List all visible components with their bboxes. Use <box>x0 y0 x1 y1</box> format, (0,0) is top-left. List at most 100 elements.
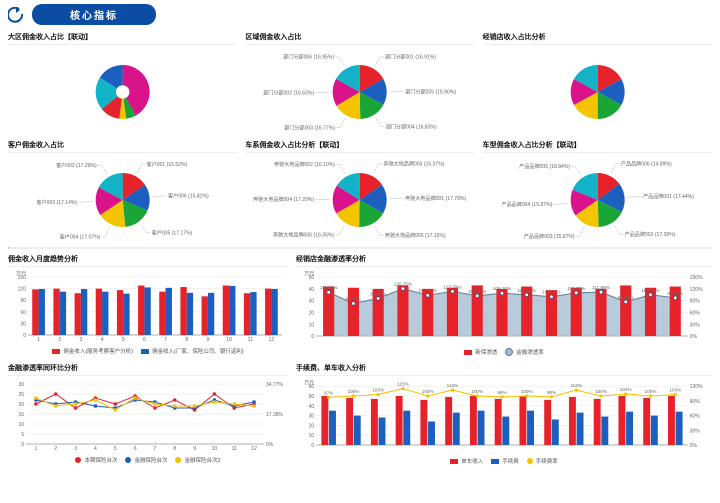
legend-item[interactable]: 金融保险台次2 <box>175 456 220 464</box>
svg-text:20: 20 <box>309 310 315 316</box>
svg-text:60%: 60% <box>690 414 701 420</box>
svg-text:产品品牌005 (18.84%): 产品品牌005 (18.84%) <box>519 163 570 170</box>
svg-text:奔驰大地品牌001 (17.78%): 奔驰大地品牌001 (17.78%) <box>406 195 467 202</box>
svg-text:8: 8 <box>185 337 188 343</box>
svg-text:120: 120 <box>18 287 27 293</box>
bar-monthly-commission: 佣金收入月度趋势分析 0306090120150万元12345678910111… <box>8 253 288 356</box>
svg-text:7: 7 <box>164 337 167 343</box>
svg-text:奔驰大地品牌005 (17.15%): 奔驰大地品牌005 (17.15%) <box>385 232 446 239</box>
legend-item[interactable]: 手续费率 <box>527 457 558 465</box>
svg-text:2: 2 <box>54 446 57 452</box>
svg-text:客户004 (17.07%): 客户004 (17.07%) <box>60 234 101 241</box>
svg-text:部门分部004 (16.83%): 部门分部004 (16.83%) <box>386 123 437 130</box>
panel-title: 车型佣金收入占比分析【联动】 <box>483 139 712 153</box>
legend-item[interactable]: 金融保险台次 <box>125 456 167 464</box>
svg-text:万元: 万元 <box>304 380 314 386</box>
svg-text:113.79%: 113.79% <box>443 284 461 289</box>
svg-text:部门分部006 (16.95%): 部门分部006 (16.95%) <box>284 54 335 61</box>
bar-chart: 0306090120150万元123456789101112 <box>8 267 288 345</box>
svg-text:103%: 103% <box>372 388 384 393</box>
svg-text:2: 2 <box>58 337 61 343</box>
svg-text:产品品牌006 (14.89%): 产品品牌006 (14.89%) <box>621 160 672 167</box>
svg-text:112%: 112% <box>447 383 459 388</box>
legend-item[interactable]: 新保渗透 <box>464 348 497 356</box>
svg-text:90%: 90% <box>690 399 701 405</box>
svg-text:万元: 万元 <box>304 271 314 277</box>
svg-text:102.34%: 102.34% <box>468 289 486 294</box>
svg-text:奔驰大地品牌006 (16.35%): 奔驰大地品牌006 (16.35%) <box>273 232 334 239</box>
pie-chart: 部门分部001 (16.91%)部门分部005 (15.90%)部门分部004 … <box>245 45 474 135</box>
chart-title: 佣金收入月度趋势分析 <box>8 253 288 267</box>
legend-item[interactable]: 本期保险台次 <box>75 456 117 464</box>
svg-text:104%: 104% <box>620 387 632 392</box>
svg-text:奔驰大地品牌003 (15.37%): 奔驰大地品牌003 (15.37%) <box>384 161 445 168</box>
svg-text:部门分部003 (16.77%): 部门分部003 (16.77%) <box>285 124 336 131</box>
svg-text:部门分部001 (16.91%): 部门分部001 (16.91%) <box>386 54 437 61</box>
svg-text:60: 60 <box>20 310 26 316</box>
svg-text:111.41%: 111.41% <box>320 285 338 290</box>
back-icon[interactable] <box>8 7 24 23</box>
svg-text:10: 10 <box>226 337 232 343</box>
svg-text:20: 20 <box>18 402 24 408</box>
svg-text:30: 30 <box>20 321 26 327</box>
pie-panel: 大区佣金收入占比【联动】 <box>8 31 237 135</box>
svg-text:40: 40 <box>309 287 315 293</box>
svg-text:83.04%: 83.04% <box>346 296 362 301</box>
svg-text:产品品牌002 (17.09%): 产品品牌002 (17.09%) <box>624 231 675 238</box>
svg-text:10: 10 <box>18 422 24 428</box>
svg-text:奔驰大地品牌004 (17.20%): 奔驰大地品牌004 (17.20%) <box>253 196 314 203</box>
pie-panel: 客户佣金收入占比 客户001 (15.52%)客户006 (15.81%)客户0… <box>8 139 237 243</box>
panel-title: 区域佣金收入占比 <box>245 31 474 45</box>
chart-legend: 本期保险台次金融保险台次金融保险台次2 <box>8 454 288 464</box>
legend-item[interactable]: 金融渗透率 <box>505 348 544 356</box>
svg-text:1: 1 <box>35 446 38 452</box>
svg-text:7: 7 <box>154 446 157 452</box>
svg-text:100%: 100% <box>471 389 483 394</box>
svg-text:112%: 112% <box>570 383 582 388</box>
pie-chart <box>8 45 237 135</box>
svg-text:6: 6 <box>143 337 146 343</box>
pie-panel: 区域佣金收入占比 部门分部001 (16.91%)部门分部005 (15.90%… <box>245 31 474 135</box>
legend-item[interactable]: 单车收入 <box>450 457 483 465</box>
lower-charts: 佣金收入月度趋势分析 0306090120150万元12345678910111… <box>0 249 720 465</box>
chart-title: 金融渗透率同环比分析 <box>8 362 288 376</box>
panel-title: 客户佣金收入占比 <box>8 139 237 153</box>
svg-text:98%: 98% <box>497 390 506 395</box>
svg-text:120%: 120% <box>690 384 703 390</box>
svg-text:5: 5 <box>21 432 24 438</box>
svg-text:0%: 0% <box>690 334 698 340</box>
svg-text:5: 5 <box>114 446 117 452</box>
svg-text:120.75%: 120.75% <box>394 282 412 287</box>
legend-item[interactable]: 手续费 <box>491 457 519 465</box>
svg-text:100%: 100% <box>347 389 359 394</box>
svg-text:9: 9 <box>193 446 196 452</box>
pie-chart <box>483 45 712 135</box>
dashboard-header: 核心指标 <box>0 0 720 31</box>
svg-text:10: 10 <box>309 433 315 439</box>
svg-text:5: 5 <box>122 337 125 343</box>
svg-text:0: 0 <box>21 442 24 448</box>
svg-text:30: 30 <box>309 299 315 305</box>
svg-text:0%: 0% <box>266 442 274 448</box>
legend-item[interactable]: 佣金收入(服务考察客户分析) <box>52 347 133 355</box>
combo-finance-penetration: 经销店金融渗透率分析 010203040500%30%60%90%120%150… <box>296 253 712 356</box>
panel-title: 大区佣金收入占比【联动】 <box>8 31 237 45</box>
svg-text:0%: 0% <box>690 443 698 449</box>
svg-text:97.30%: 97.30% <box>667 291 683 296</box>
svg-text:客户003 (17.14%): 客户003 (17.14%) <box>36 199 77 206</box>
svg-text:111.89%: 111.89% <box>592 285 610 290</box>
svg-text:17.38%: 17.38% <box>266 412 284 418</box>
svg-text:98%: 98% <box>547 390 556 395</box>
pie-panel: 车型佣金收入占比分析【联动】 产品品牌006 (14.89%) 产品品牌001 (… <box>483 139 712 243</box>
svg-text:60%: 60% <box>690 310 701 316</box>
line-penetration-yoy: 金融渗透率同环比分析 05101520253034.77%17.38%0%123… <box>8 362 288 465</box>
svg-text:客户002 (17.29%): 客户002 (17.29%) <box>56 162 97 169</box>
legend-item[interactable]: 佣金收入(厂家、保险公司、银行返利) <box>141 347 244 355</box>
combo-fee-percar: 手续费、单车收入分析 01020304050600%30%60%90%120%万… <box>296 362 712 465</box>
svg-text:客户001 (15.52%): 客户001 (15.52%) <box>147 161 188 168</box>
svg-text:103.77%: 103.77% <box>419 288 437 293</box>
svg-text:115%: 115% <box>397 382 409 387</box>
svg-text:产品品牌001 (17.44%): 产品品牌001 (17.44%) <box>643 193 694 200</box>
svg-text:50: 50 <box>309 394 315 400</box>
pie-grid: 大区佣金收入占比【联动】 区域佣金收入占比 部门分部001 (16.91%)部门… <box>0 31 720 243</box>
